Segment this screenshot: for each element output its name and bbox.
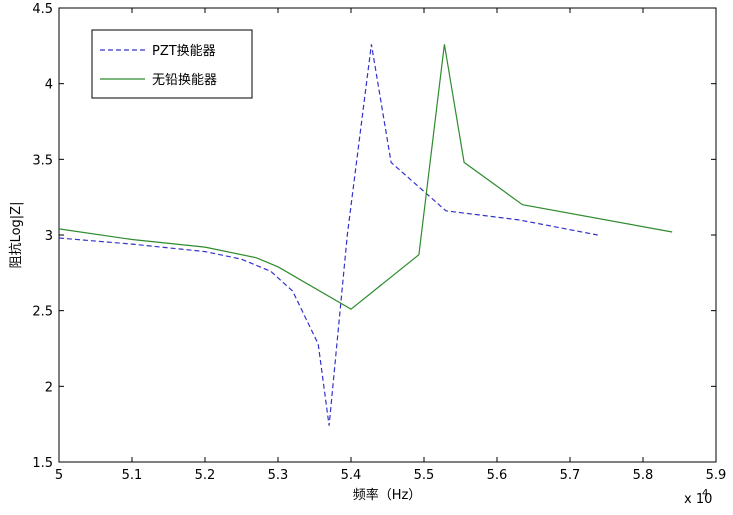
y-tick-label: 2.5 [32, 305, 53, 320]
series-line-0 [58, 44, 598, 426]
x-tick-label: 5.9 [706, 468, 727, 483]
x-tick-label: 5 [55, 468, 63, 483]
series-layer [58, 44, 673, 426]
series-line-1 [58, 44, 673, 310]
x-tick-label: 5.3 [268, 468, 289, 483]
x-tick-label: 5.2 [195, 468, 216, 483]
x-tick-label: 5.8 [633, 468, 654, 483]
x-tick-label: 5.1 [122, 468, 143, 483]
x-tick-label: 5.7 [560, 468, 581, 483]
x-tick-label: 5.6 [487, 468, 508, 483]
legend-label-pzt: PZT换能器 [152, 44, 216, 59]
x-axis-label: 频率（Hz） [353, 487, 422, 503]
y-tick-label: 4 [45, 78, 53, 93]
y-tick-label: 2 [45, 380, 53, 395]
y-tick-label: 4.5 [32, 2, 53, 17]
y-tick-label: 3 [45, 229, 53, 244]
y-tick-label: 3.5 [32, 153, 53, 168]
y-tick-label: 1.5 [32, 456, 53, 471]
x-tick-label: 5.4 [341, 468, 362, 483]
x-tick-label: 5.5 [414, 468, 435, 483]
x-exponent-label: x 10 [684, 492, 712, 507]
legend-box [91, 29, 253, 99]
axis-ticks: 5 5.1 5.2 5.3 5.4 5.5 5.6 5.7 5.8 5.9 1.5 2 2.5 3 3.5 4… [32, 2, 726, 483]
legend-label-lead-free: 无铅换能器 [152, 73, 217, 88]
y-axis-label: 阻抗Log|Z| [9, 202, 24, 269]
legend: PZT换能器 无铅换能器 [91, 29, 253, 99]
x-exponent-power: 4 [702, 488, 708, 499]
